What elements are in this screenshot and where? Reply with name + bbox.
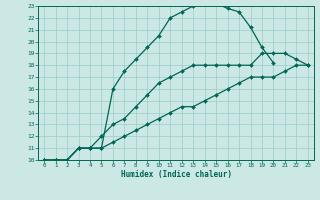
X-axis label: Humidex (Indice chaleur): Humidex (Indice chaleur) (121, 170, 231, 179)
